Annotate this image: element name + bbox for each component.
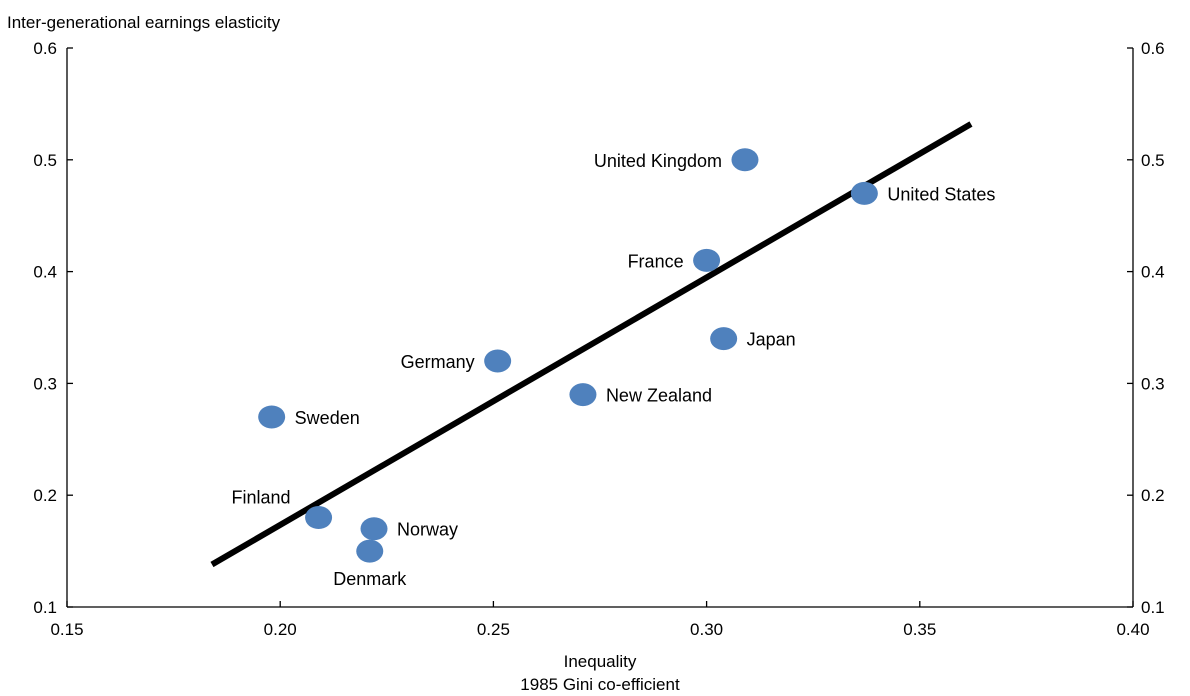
y-tick-label-right: 0.5	[1141, 151, 1165, 170]
data-point	[258, 405, 286, 429]
data-point	[305, 506, 333, 530]
x-tick-label: 0.20	[264, 620, 297, 639]
data-label: Norway	[397, 520, 458, 540]
y-tick-label-left: 0.2	[33, 486, 57, 505]
x-tick-label: 0.40	[1116, 620, 1149, 639]
y-tick-label-right: 0.2	[1141, 486, 1165, 505]
y-tick-label-right: 0.1	[1141, 598, 1165, 617]
y-tick-label-right: 0.6	[1141, 39, 1165, 58]
x-axis-subtitle: 1985 Gini co-efficient	[520, 675, 680, 694]
y-tick-label-left: 0.6	[33, 39, 57, 58]
data-point	[710, 327, 738, 351]
data-point	[850, 181, 878, 205]
y-tick-label-left: 0.3	[33, 374, 57, 393]
data-points: United Kingdom United States France Japan Ge…	[232, 148, 995, 589]
data-point	[360, 517, 388, 541]
data-label: Denmark	[333, 569, 407, 589]
x-tick-label: 0.25	[477, 620, 510, 639]
x-tick-label: 0.35	[903, 620, 936, 639]
trend-line	[210, 121, 973, 568]
data-point	[569, 383, 597, 407]
data-point	[484, 349, 512, 373]
y-tick-label-left: 0.4	[33, 263, 57, 282]
data-label: United Kingdom	[594, 151, 722, 171]
data-label: Japan	[747, 330, 796, 350]
data-point	[693, 248, 721, 272]
x-tick-label: 0.30	[690, 620, 723, 639]
x-axis-title: Inequality	[564, 652, 637, 671]
x-tick-label: 0.15	[50, 620, 83, 639]
axes	[66, 48, 1134, 608]
data-label: New Zealand	[606, 386, 712, 406]
data-label: United States	[887, 184, 995, 204]
y-axis-title: Inter-generational earnings elasticity	[7, 13, 281, 32]
data-label: France	[628, 251, 684, 271]
axis-ticks: 0.1 0.1 0.2 0.2 0.3 0.3 0.4 0.4 0.5 0.5 0.6 0.6 0.15…	[33, 39, 1164, 639]
data-point	[731, 148, 759, 172]
y-tick-label-right: 0.4	[1141, 263, 1165, 282]
y-tick-label-left: 0.1	[33, 598, 57, 617]
data-label: Germany	[401, 352, 475, 372]
y-tick-label-right: 0.3	[1141, 374, 1165, 393]
y-tick-label-left: 0.5	[33, 151, 57, 170]
data-point	[356, 539, 384, 563]
data-label: Finland	[232, 488, 291, 508]
data-label: Sweden	[295, 408, 360, 428]
